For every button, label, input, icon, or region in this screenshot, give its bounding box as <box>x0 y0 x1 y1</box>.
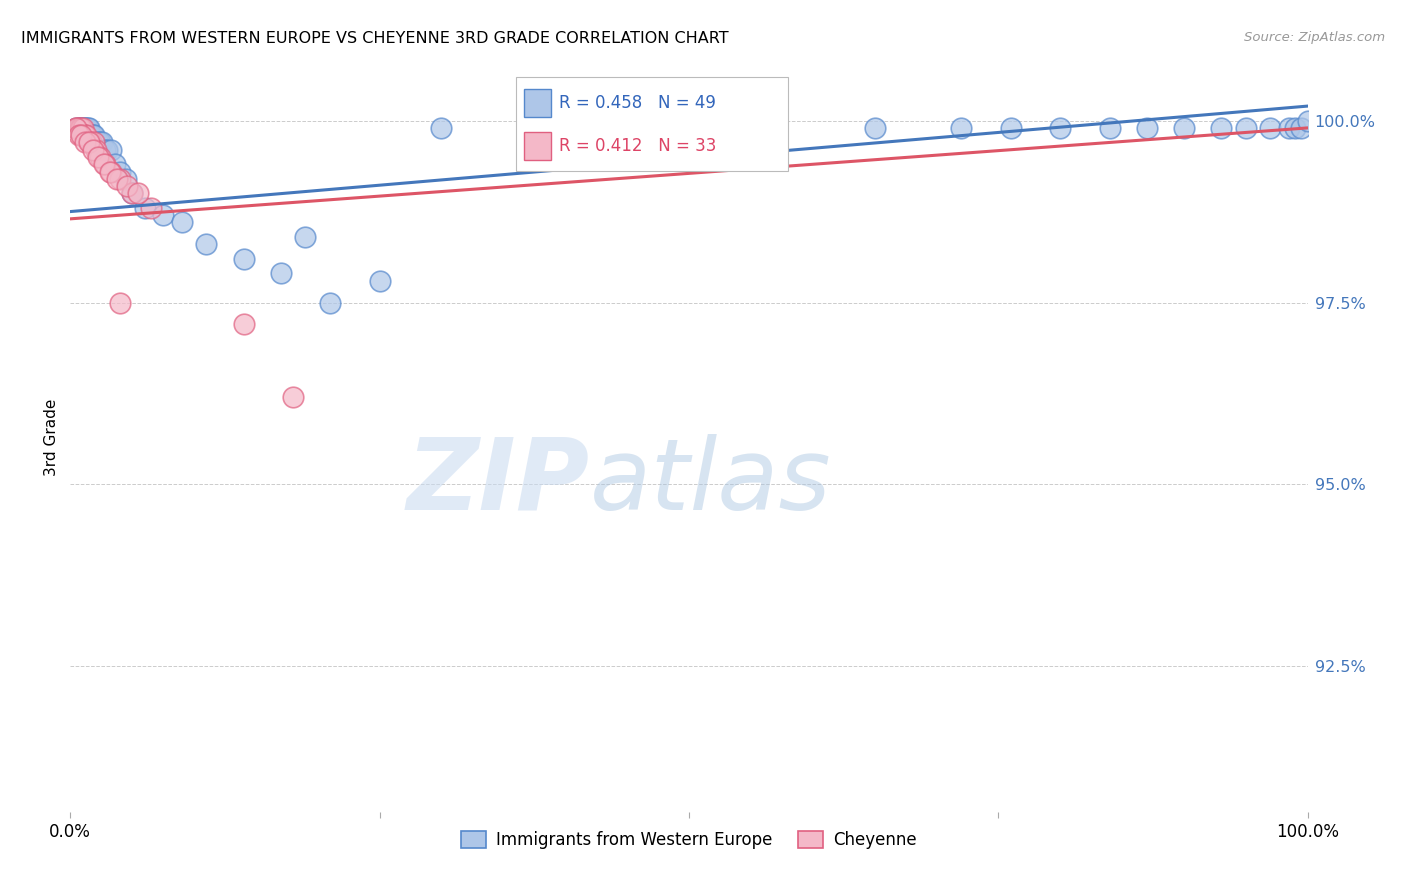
Point <box>69 120 91 135</box>
Legend: Immigrants from Western Europe, Cheyenne: Immigrants from Western Europe, Cheyenne <box>454 824 924 855</box>
Point <box>89 150 111 164</box>
Point <box>232 252 254 266</box>
Point <box>281 390 304 404</box>
Point <box>863 120 886 135</box>
Point <box>1291 120 1313 135</box>
Point <box>270 267 292 281</box>
Point <box>67 128 90 143</box>
Point <box>86 150 108 164</box>
Point <box>83 136 105 150</box>
Point <box>152 208 174 222</box>
Point <box>96 143 118 157</box>
Point <box>82 128 104 143</box>
Point <box>80 128 103 143</box>
Point <box>98 164 121 178</box>
Point <box>69 120 91 135</box>
Point <box>75 120 97 135</box>
Point <box>75 136 97 150</box>
Point <box>77 120 100 135</box>
Point <box>100 164 122 178</box>
Point <box>89 136 111 150</box>
Point <box>950 120 973 135</box>
Point <box>65 120 87 135</box>
Point <box>100 143 122 157</box>
Point <box>121 186 143 201</box>
Point <box>72 120 94 135</box>
Point <box>105 171 128 186</box>
Point <box>72 120 94 135</box>
Point <box>70 128 93 143</box>
Point <box>1260 120 1282 135</box>
Point <box>93 157 115 171</box>
Point <box>430 120 453 135</box>
Point <box>73 128 96 143</box>
Point <box>70 120 93 135</box>
Point <box>104 157 127 171</box>
Point <box>86 136 108 150</box>
Point <box>1209 120 1232 135</box>
Point <box>108 295 131 310</box>
Point <box>127 186 149 201</box>
Point <box>195 237 218 252</box>
Y-axis label: 3rd Grade: 3rd Grade <box>44 399 59 475</box>
Point <box>1296 113 1319 128</box>
Point <box>91 136 114 150</box>
Point <box>94 157 117 171</box>
Point <box>82 143 104 157</box>
Point <box>1049 120 1071 135</box>
Point <box>1284 120 1306 135</box>
Point <box>84 136 107 150</box>
Point <box>65 120 87 135</box>
Point <box>83 128 105 143</box>
Point <box>319 295 342 310</box>
Point <box>67 120 90 135</box>
Point <box>294 230 316 244</box>
Point <box>1000 120 1022 135</box>
Text: ZIP: ZIP <box>406 434 591 531</box>
Point <box>79 128 101 143</box>
Point <box>115 179 138 194</box>
Point <box>232 318 254 332</box>
Point <box>75 128 97 143</box>
Point <box>1234 120 1257 135</box>
Point <box>84 143 107 157</box>
Point <box>75 128 97 143</box>
Point <box>77 136 100 150</box>
Text: IMMIGRANTS FROM WESTERN EUROPE VS CHEYENNE 3RD GRADE CORRELATION CHART: IMMIGRANTS FROM WESTERN EUROPE VS CHEYEN… <box>21 31 728 46</box>
Point <box>108 171 131 186</box>
Point <box>75 120 97 135</box>
Point <box>65 120 87 135</box>
Point <box>134 201 156 215</box>
Point <box>80 136 103 150</box>
Point <box>66 120 89 135</box>
Point <box>1173 120 1195 135</box>
Point <box>73 120 96 135</box>
Point <box>1098 120 1121 135</box>
Text: atlas: atlas <box>591 434 831 531</box>
Point <box>76 120 98 135</box>
Point <box>170 215 193 229</box>
Point <box>139 201 162 215</box>
Point <box>77 136 100 150</box>
Point <box>121 186 143 201</box>
Point <box>1136 120 1159 135</box>
Point <box>70 120 93 135</box>
Point <box>108 164 131 178</box>
Text: Source: ZipAtlas.com: Source: ZipAtlas.com <box>1244 31 1385 45</box>
Point <box>1278 120 1301 135</box>
Point <box>368 274 391 288</box>
Point <box>115 171 138 186</box>
Point <box>94 143 117 157</box>
